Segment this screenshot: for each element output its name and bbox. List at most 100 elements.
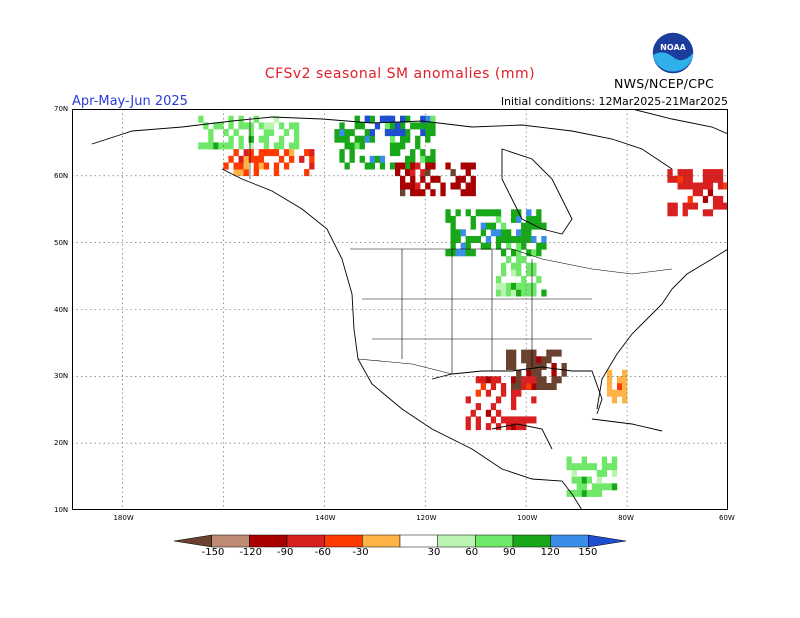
anomaly-cell: [289, 142, 295, 150]
anomaly-cell: [405, 169, 411, 177]
anomaly-cell: [465, 416, 471, 424]
anomaly-cell: [480, 209, 486, 217]
anomaly-cell: [687, 202, 693, 210]
anomaly-cell: [581, 463, 587, 471]
anomaly-cell: [586, 463, 592, 471]
anomaly-cell: [278, 155, 285, 163]
anomaly-cell: [369, 129, 375, 137]
anomaly-cell: [405, 182, 411, 190]
anomaly-cell: [258, 149, 264, 157]
anomaly-cell: [410, 182, 416, 190]
anomaly-cell: [561, 363, 567, 370]
anomaly-cell: [611, 483, 618, 491]
anomaly-cell: [354, 142, 360, 150]
anomaly-cell: [228, 135, 234, 143]
colorbar-swatch: [475, 534, 514, 548]
anomaly-cell: [289, 122, 295, 130]
anomaly-cell: [344, 129, 350, 137]
anomaly-cell: [526, 383, 532, 390]
anomaly-cell: [490, 416, 497, 424]
lat-label: 70N: [54, 105, 69, 113]
anomaly-cell: [601, 463, 608, 471]
anomaly-cell: [425, 162, 431, 170]
anomaly-cell: [611, 389, 618, 397]
anomaly-cell: [672, 209, 678, 217]
colorbar-swatch: [286, 534, 325, 548]
anomaly-cell: [531, 282, 537, 290]
anomaly-cell: [576, 489, 582, 497]
anomaly-cell: [521, 416, 527, 424]
anomaly-cell: [536, 383, 542, 390]
anomaly-cell: [576, 483, 582, 491]
anomaly-cell: [430, 149, 436, 157]
anomaly-cell: [263, 122, 270, 130]
anomaly-cell: [218, 142, 224, 150]
anomaly-cell: [420, 115, 426, 123]
anomaly-cell: [556, 376, 562, 384]
anomaly-cell: [349, 142, 355, 150]
anomaly-cell: [389, 149, 396, 157]
anomaly-cell: [395, 129, 401, 137]
anomaly-cell: [511, 356, 517, 364]
anomaly-cell: [450, 222, 456, 230]
anomaly-cell: [551, 349, 557, 357]
anomaly-cell: [707, 189, 714, 197]
anomaly-cell: [450, 242, 456, 250]
anomaly-cell: [470, 249, 476, 257]
anomaly-cell: [717, 169, 724, 177]
colorbar-arrow-high: [588, 534, 626, 548]
anomaly-cell: [495, 209, 502, 217]
anomaly-cell: [475, 389, 481, 397]
anomaly-cell: [470, 222, 476, 230]
anomaly-cell: [384, 122, 391, 130]
anomaly-cell: [334, 135, 340, 143]
anomaly-cell: [400, 189, 406, 197]
anomaly-cell: [405, 115, 411, 123]
anomaly-cell: [379, 162, 386, 170]
anomaly-cell: [526, 236, 532, 243]
anomaly-cell: [445, 209, 451, 217]
anomaly-cell: [410, 155, 416, 163]
anomaly-cell: [495, 289, 502, 297]
colorbar-tick-label: -150: [201, 547, 225, 558]
anomaly-cell: [506, 356, 512, 364]
anomaly-cell: [460, 249, 466, 257]
anomaly-cell: [485, 389, 492, 397]
anomaly-cell: [707, 175, 714, 183]
anomaly-cell: [531, 376, 537, 384]
anomaly-cell: [712, 202, 719, 210]
anomaly-cell: [516, 289, 522, 297]
anomaly-cell: [465, 162, 471, 170]
anomaly-cell: [389, 129, 396, 137]
anomaly-cell: [521, 256, 527, 263]
anomaly-cell: [717, 175, 724, 183]
anomaly-cell: [511, 249, 517, 257]
anomaly-cell: [243, 122, 249, 130]
anomaly-cell: [687, 169, 693, 177]
anomaly-cell: [359, 122, 365, 130]
anomaly-cell: [389, 135, 396, 143]
anomaly-cell: [475, 209, 481, 217]
anomaly-cell: [495, 396, 502, 404]
anomaly-cell: [672, 175, 678, 183]
anomaly-cell: [238, 122, 244, 130]
anomaly-cell: [521, 236, 527, 243]
anomaly-cell: [379, 155, 386, 163]
anomaly-cell: [425, 129, 431, 137]
anomaly-cell: [339, 129, 345, 137]
anomaly-cell: [495, 282, 502, 290]
anomaly-cell: [677, 182, 683, 190]
anomaly-cell: [258, 155, 264, 163]
anomaly-cell: [495, 236, 502, 243]
anomaly-cell: [531, 363, 537, 370]
anomaly-cell: [511, 236, 517, 243]
anomaly-cell: [516, 242, 522, 250]
anomaly-cell: [309, 155, 315, 163]
anomaly-cell: [723, 182, 728, 190]
anomaly-cell: [470, 162, 476, 170]
anomaly-cell: [395, 169, 401, 177]
colorbar-tick-label: -60: [314, 547, 331, 558]
anomaly-cell: [511, 209, 517, 217]
anomaly-cell: [526, 269, 532, 277]
map-frame: [72, 109, 728, 510]
